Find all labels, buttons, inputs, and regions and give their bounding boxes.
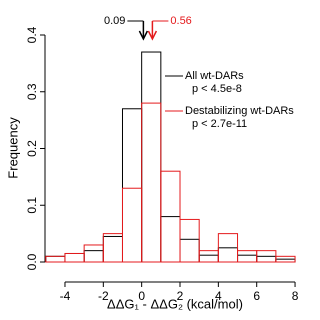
bin [160, 216, 181, 263]
bin [102, 235, 123, 263]
annotation-label: 0.56 [170, 15, 191, 27]
bin [64, 252, 85, 263]
y-tick-label: 0.3 [25, 83, 39, 100]
bin [83, 244, 104, 263]
x-tick-label: -4 [60, 289, 71, 303]
bin [141, 51, 162, 263]
y-tick-label: 0.1 [25, 197, 39, 214]
bin [237, 250, 258, 263]
bin [275, 255, 296, 263]
x-tick-label: 8 [292, 289, 299, 303]
annotation-label: 0.09 [104, 15, 125, 27]
bin [237, 254, 258, 263]
bin [217, 247, 239, 263]
bin [198, 250, 219, 263]
bin [45, 255, 66, 263]
bin [121, 108, 143, 263]
y-tick-label: 0.2 [25, 140, 39, 157]
bin [217, 233, 239, 263]
bin [64, 252, 85, 263]
y-tick-label: 0.0 [25, 253, 39, 270]
x-axis-label: ΔΔG₁ - ΔΔG₂ (kcal/mol) [107, 296, 243, 311]
x-tick-label: 2 [177, 289, 184, 303]
arrow-head [147, 30, 158, 41]
x-tick-label: -2 [98, 289, 109, 303]
arrow-head [138, 30, 149, 41]
bin [179, 218, 200, 263]
y-axis-label: Frequency [5, 117, 20, 179]
bin [198, 254, 219, 263]
x-tick-label: 0 [138, 289, 145, 303]
legend-note: p < 4.5e-8 [192, 83, 242, 95]
legend-note: p < 2.7e-11 [192, 118, 247, 130]
bin [256, 255, 277, 263]
legend-label: Destabilizing wt-DARs [185, 105, 294, 117]
bin [45, 255, 66, 263]
bin [121, 187, 143, 263]
x-tick-label: 4 [215, 289, 222, 303]
bin [160, 170, 181, 263]
bin [83, 250, 104, 263]
y-tick-label: 0.4 [25, 26, 39, 43]
bin [179, 238, 200, 263]
x-tick-label: 6 [253, 289, 260, 303]
bin [102, 233, 123, 263]
bin [141, 102, 162, 263]
legend-label: All wt-DARs [185, 70, 244, 82]
